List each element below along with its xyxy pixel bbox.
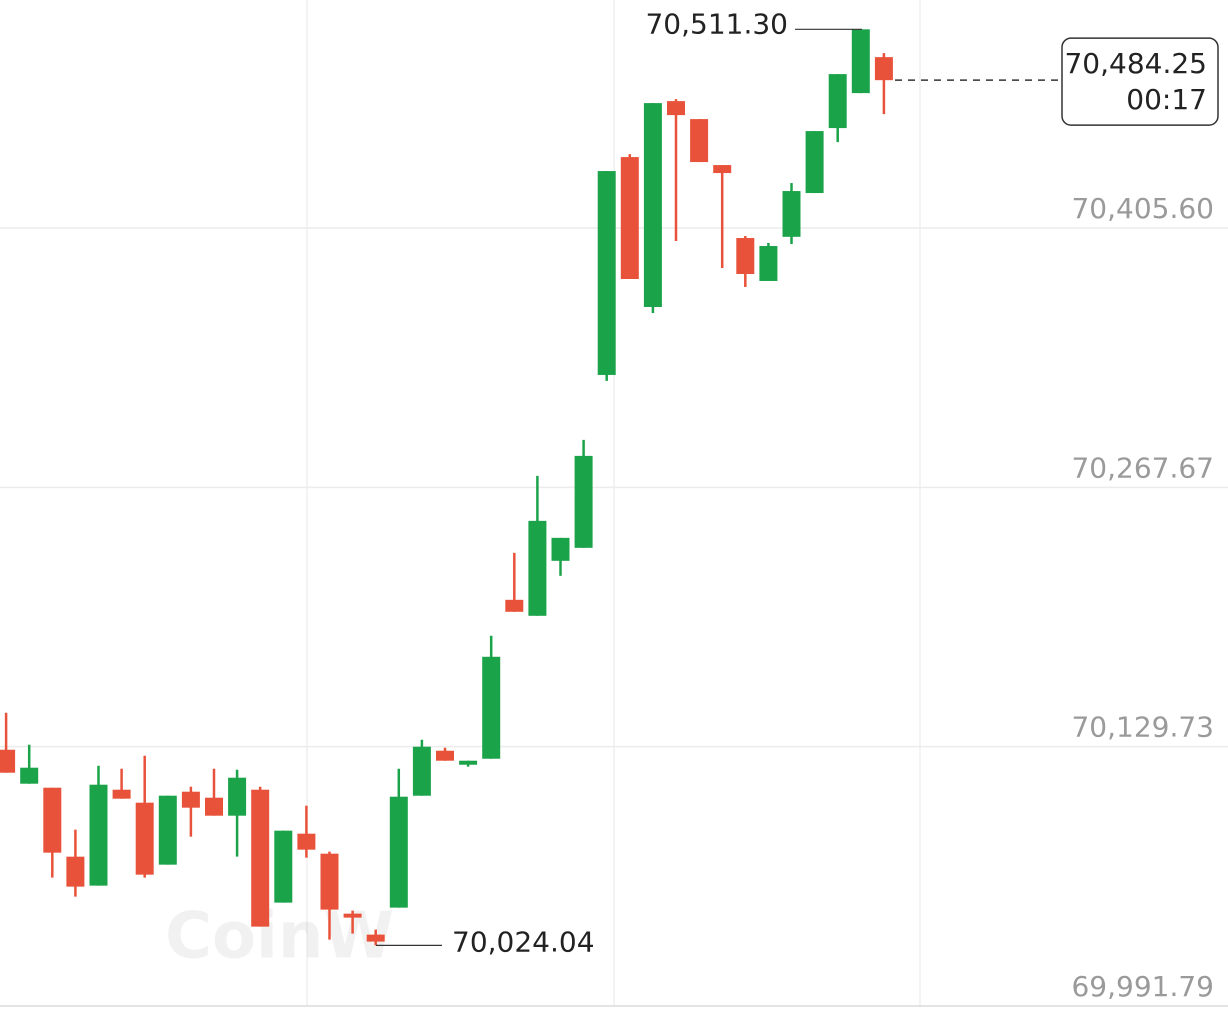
candle-body xyxy=(205,797,223,816)
candle-body xyxy=(320,853,339,910)
countdown: 00:17 xyxy=(1126,83,1207,116)
candle-body xyxy=(782,191,801,237)
price-label: 70,484.25 xyxy=(1064,47,1207,80)
candle-body xyxy=(158,795,177,865)
candle-body xyxy=(459,760,478,765)
candle-body xyxy=(805,131,824,194)
candle-body xyxy=(736,238,755,274)
low-label: 70,024.04 xyxy=(452,925,595,958)
candle-body xyxy=(828,74,847,129)
candle-body xyxy=(551,537,570,561)
y-tick-label: 70,267.67 xyxy=(1071,451,1214,484)
candle-body xyxy=(343,913,362,918)
candle-body xyxy=(620,157,639,279)
candle-body xyxy=(528,520,547,616)
candle-body xyxy=(436,750,454,761)
candle-body xyxy=(20,767,39,784)
candle-body xyxy=(66,856,85,887)
candle-body xyxy=(228,777,247,816)
price-box xyxy=(1061,37,1219,126)
candle-body xyxy=(181,791,200,808)
candle-body xyxy=(43,787,62,853)
candle-body xyxy=(690,119,709,163)
candle-body xyxy=(574,455,593,548)
candle-body xyxy=(482,656,501,759)
candle-body xyxy=(366,934,385,942)
candle-body xyxy=(667,101,685,116)
y-tick-label: 69,991.79 xyxy=(1071,970,1214,1003)
y-tick-label: 70,405.60 xyxy=(1071,192,1214,225)
candle-body xyxy=(713,165,732,174)
candle-body xyxy=(274,830,293,903)
candle-body xyxy=(412,746,431,796)
watermark: CoinW xyxy=(165,900,394,974)
candle-body xyxy=(759,246,778,281)
candle-body xyxy=(135,802,154,875)
candle-body xyxy=(505,599,524,612)
candle-body xyxy=(89,784,108,886)
candle-body xyxy=(112,789,131,799)
candle-body xyxy=(251,789,270,927)
candle-body xyxy=(597,171,616,375)
y-tick-label: 70,129.73 xyxy=(1071,711,1214,744)
candle-body xyxy=(874,57,893,81)
candle-body xyxy=(851,29,870,94)
candle-body xyxy=(643,103,662,307)
candle-body xyxy=(297,833,316,850)
high-label: 70,511.30 xyxy=(645,7,788,40)
candle-body xyxy=(389,796,408,908)
candle-body xyxy=(0,749,16,773)
